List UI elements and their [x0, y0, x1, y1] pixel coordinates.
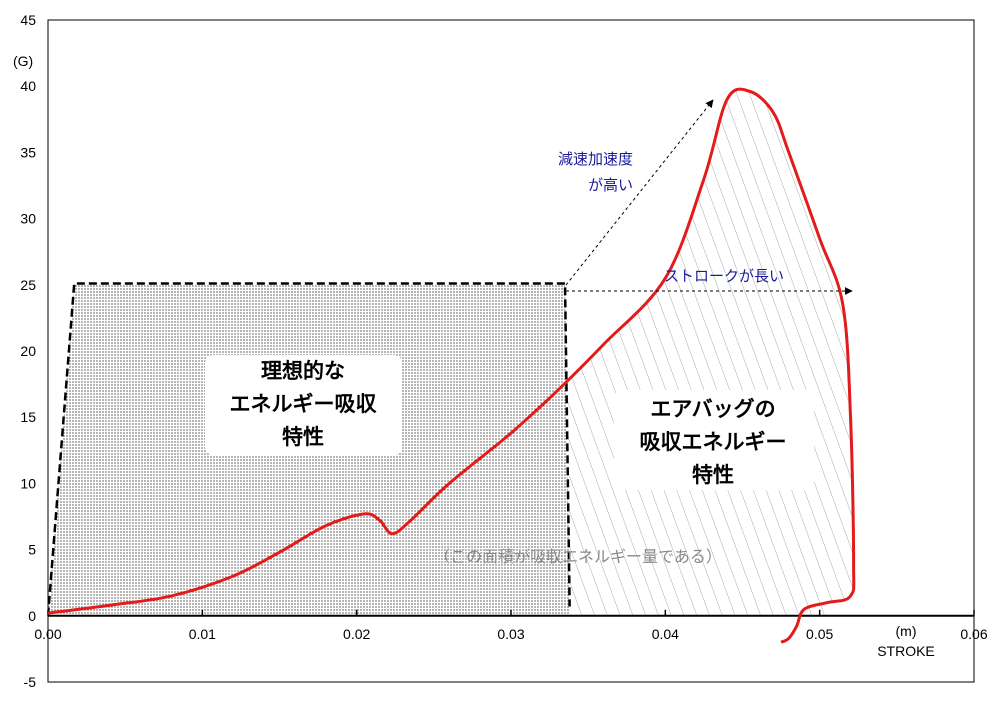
- airbag-label-line1: エアバッグの: [650, 397, 775, 421]
- x-tick-label: 0.03: [497, 626, 524, 642]
- y-tick-label: 5: [28, 542, 36, 558]
- x-axis-unit: (m): [896, 623, 917, 639]
- x-tick-label: 0.05: [806, 626, 833, 642]
- y-tick-label: 35: [20, 144, 36, 160]
- ideal-label-line3: 特性: [282, 425, 324, 449]
- ideal-label-line1: 理想的な: [261, 359, 345, 383]
- airbag-label-box: [614, 390, 814, 490]
- y-tick-label: 20: [20, 343, 36, 359]
- y-tick-labels: -5 0 5 10 15 20 25 30 35 40 45: [20, 12, 36, 690]
- area-label: （この面積が吸収エネルギー量である）: [434, 547, 722, 566]
- y-tick-label: 40: [20, 78, 36, 94]
- y-axis-title: (G): [13, 53, 33, 69]
- x-tick-label: 0.02: [343, 626, 370, 642]
- airbag-label-line3: 特性: [692, 463, 734, 487]
- y-tick-label: 15: [20, 409, 36, 425]
- ideal-line: [48, 282, 571, 616]
- airbag-label-line2: 吸収エネルギー: [640, 430, 787, 454]
- x-axis-title: STROKE: [877, 643, 935, 659]
- ideal-label-line2: エネルギー吸収: [230, 392, 378, 416]
- x-tick-label: 0.04: [652, 626, 679, 642]
- airbag-curve: [48, 87, 856, 644]
- stroke-label: ストロークが長い: [664, 267, 784, 285]
- ideal-label-box: [205, 355, 402, 455]
- decel-label-line2: が高い: [588, 176, 633, 194]
- x-tick-label: 0.00: [34, 626, 61, 642]
- decel-label-line1: 減速加速度: [558, 150, 633, 168]
- x-tick-label: 0.06: [960, 626, 987, 642]
- x-tick-label: 0.01: [189, 626, 216, 642]
- y-tick-label: 30: [20, 211, 36, 227]
- y-tick-label: -5: [24, 674, 37, 690]
- x-tick-labels: 0.00 0.01 0.02 0.03 0.04 0.05 0.06: [34, 609, 988, 642]
- y-tick-label: 25: [20, 277, 36, 293]
- y-tick-label: 0: [28, 608, 36, 624]
- y-tick-label: 10: [20, 475, 36, 491]
- y-tick-label: 45: [20, 12, 36, 28]
